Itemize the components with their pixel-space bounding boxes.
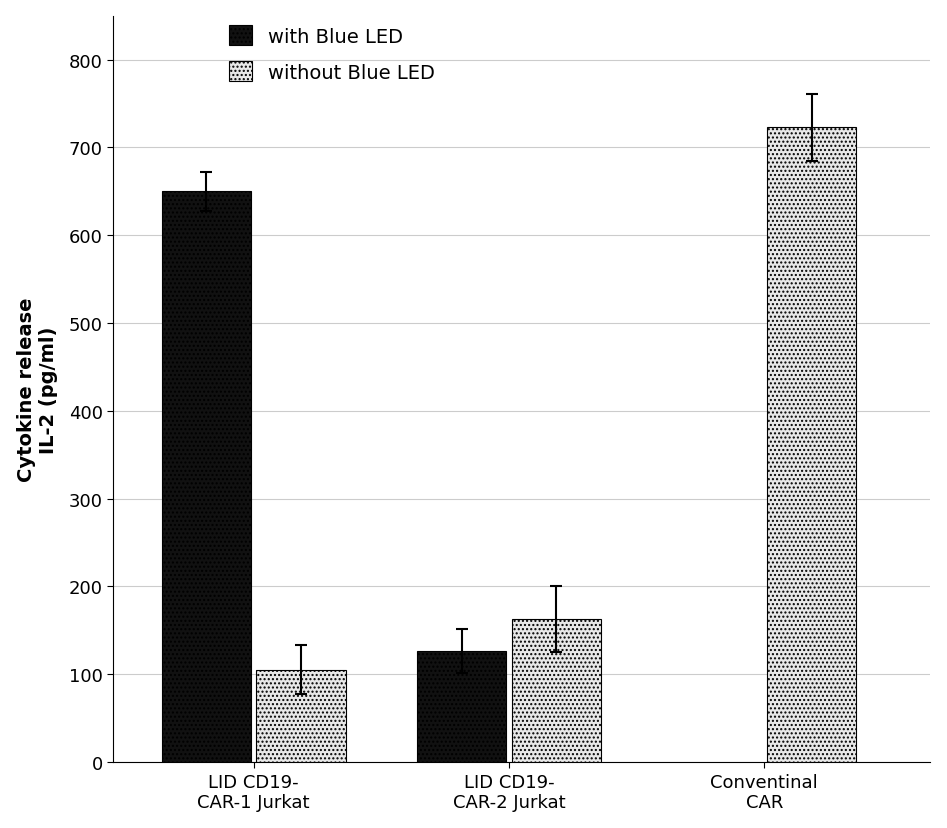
Bar [511, 619, 601, 763]
Bar [417, 651, 507, 763]
Legend: with Blue LED, without Blue LED: with Blue LED, without Blue LED [229, 26, 435, 83]
Bar [257, 670, 346, 763]
Bar [767, 128, 856, 763]
Bar [162, 192, 251, 763]
Y-axis label: Cytokine release
IL-2 (pg/ml): Cytokine release IL-2 (pg/ml) [17, 297, 58, 482]
